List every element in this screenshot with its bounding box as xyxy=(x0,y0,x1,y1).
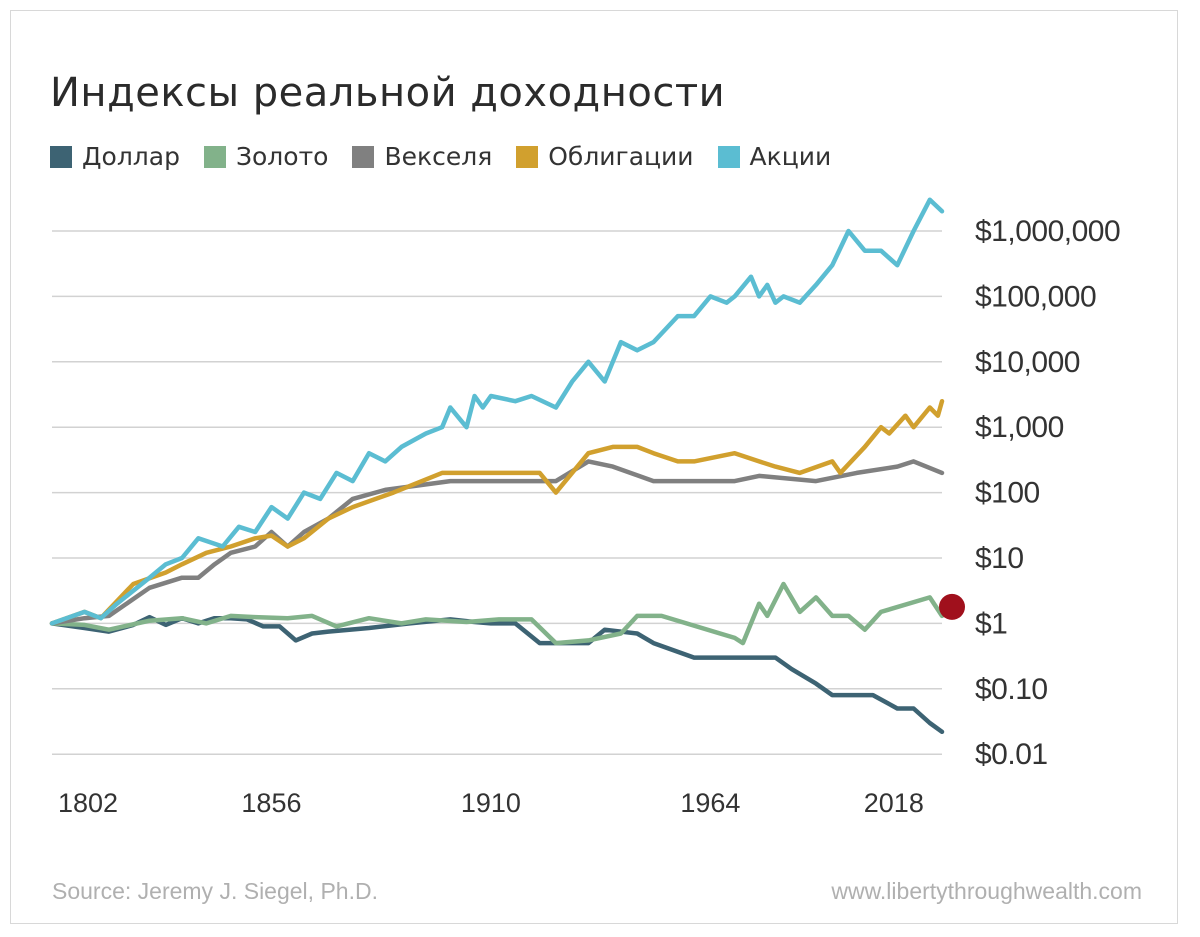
y-tick-label: $100,000 xyxy=(975,280,1096,313)
series-line-Доллар xyxy=(49,614,945,735)
legend-label: Золото xyxy=(235,142,329,171)
y-tick-label: $0.01 xyxy=(975,738,1048,771)
series-line-Акции xyxy=(49,197,945,626)
chart-legend: Доллар Золото Векселя Облигации Акции xyxy=(50,142,855,171)
x-tick-label: 1910 xyxy=(461,788,521,818)
y-tick-label: $10 xyxy=(975,542,1024,575)
x-tick-label: 1802 xyxy=(58,788,118,818)
legend-label: Векселя xyxy=(384,142,493,171)
y-tick-label: $100 xyxy=(975,477,1040,510)
series-line-Векселя xyxy=(49,459,945,626)
chart-title: Индексы реальной доходности xyxy=(50,70,726,116)
legend-item: Акции xyxy=(717,142,832,171)
legend-label: Доллар xyxy=(82,142,180,171)
x-tick-label: 2018 xyxy=(864,788,924,818)
website-link[interactable]: www.libertythroughwealth.com xyxy=(831,878,1142,904)
y-tick-label: $1 xyxy=(975,607,1007,640)
legend-item: Облигации xyxy=(516,142,694,171)
legend-item: Доллар xyxy=(50,142,180,171)
legend-swatch xyxy=(516,145,539,168)
legend-item: Золото xyxy=(203,142,329,171)
legend-swatch xyxy=(203,145,226,168)
legend-label: Акции xyxy=(749,142,832,171)
legend-label: Облигации xyxy=(548,142,694,171)
y-tick-label: $0.10 xyxy=(975,673,1048,706)
x-tick-label: 1964 xyxy=(680,788,740,818)
source-note: Source: Jeremy J. Siegel, Ph.D. xyxy=(52,878,378,904)
x-tick-label: 1856 xyxy=(241,788,301,818)
legend-item: Векселя xyxy=(352,142,492,171)
legend-swatch xyxy=(352,145,375,168)
y-tick-label: $10,000 xyxy=(975,346,1080,379)
end-marker xyxy=(939,593,965,620)
series-line-Золото xyxy=(49,581,945,646)
legend-swatch xyxy=(50,145,72,168)
y-tick-label: $1,000,000 xyxy=(975,215,1120,248)
series-line-Облигации xyxy=(49,398,945,626)
y-tick-label: $1,000 xyxy=(975,411,1064,444)
legend-swatch xyxy=(717,145,740,168)
